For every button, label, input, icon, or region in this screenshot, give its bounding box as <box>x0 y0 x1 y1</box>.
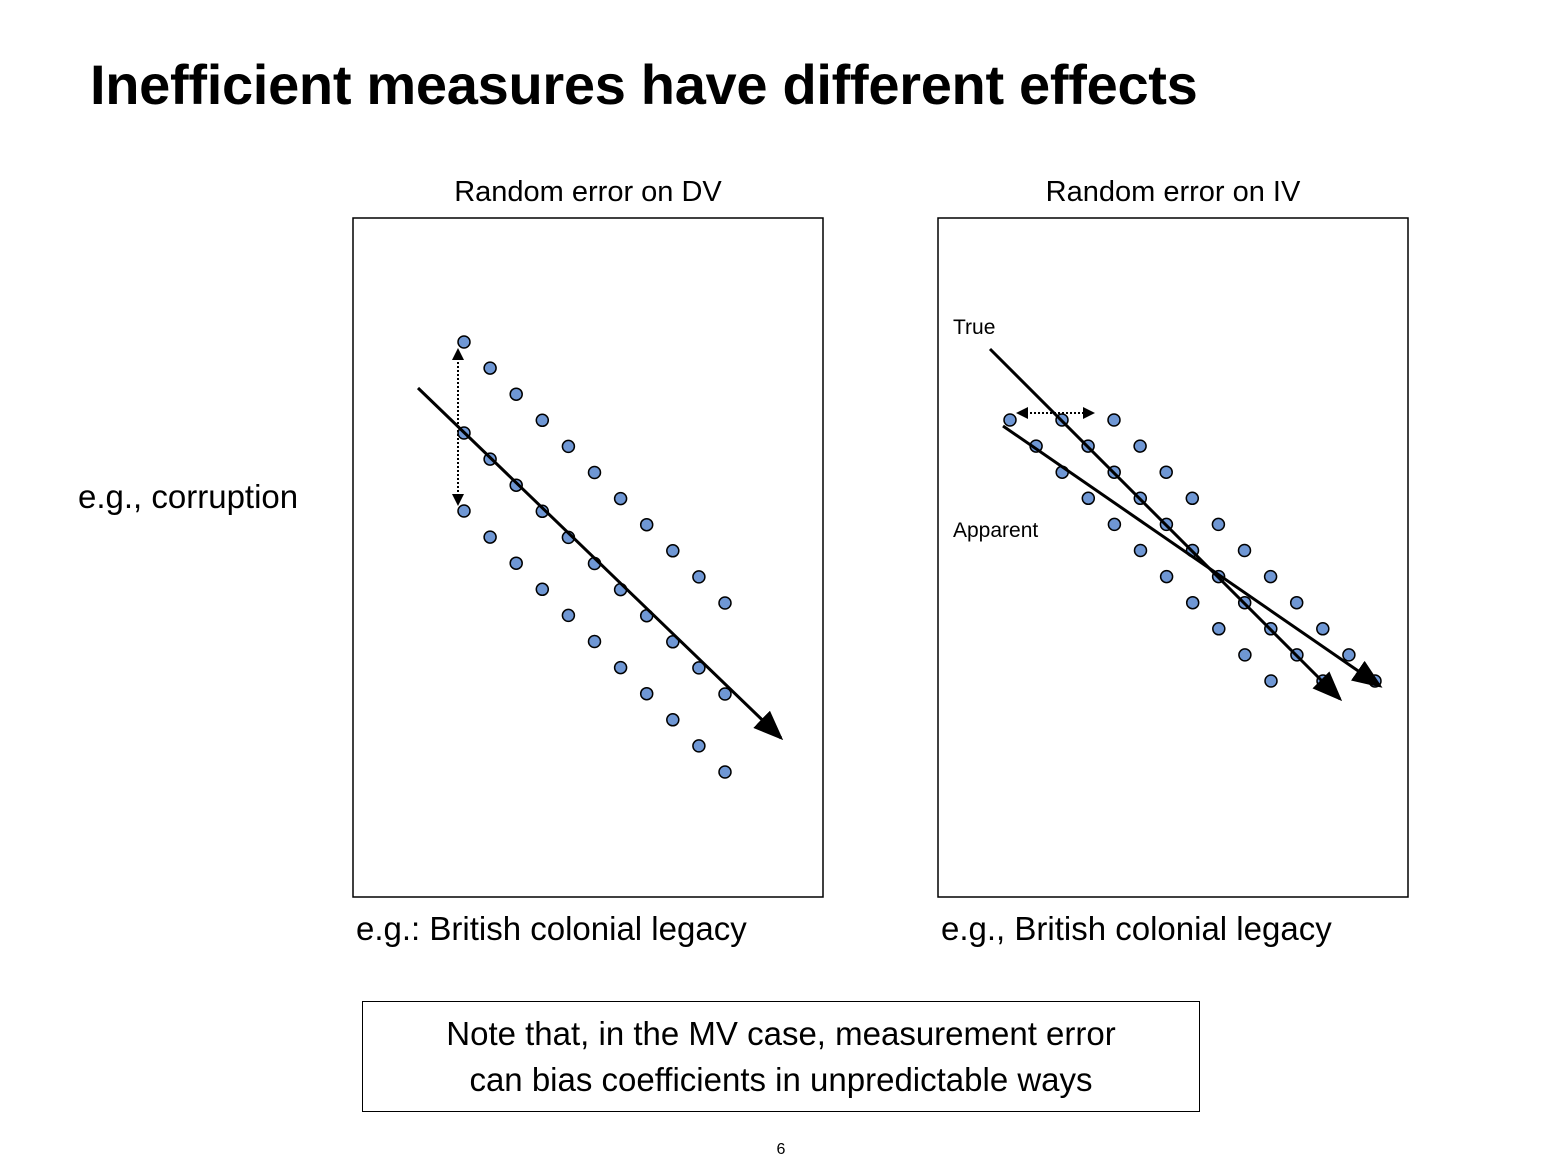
scatter-point <box>666 635 680 649</box>
scatter-point <box>1342 648 1356 662</box>
apparent-line-label: Apparent <box>953 519 1038 542</box>
scatter-point <box>561 608 576 623</box>
scatter-point <box>718 765 732 779</box>
scatter-point <box>1238 648 1252 662</box>
scatter-point <box>718 596 732 610</box>
left-plot-frame <box>352 217 824 898</box>
true-regression-arrow <box>988 347 1343 702</box>
scatter-point <box>666 544 680 558</box>
scatter-point <box>457 335 471 349</box>
scatter-point <box>457 504 471 518</box>
scatter-point <box>483 361 497 375</box>
scatter-point <box>1107 413 1121 427</box>
note-line-2: can bias coefficients in unpredictable w… <box>469 1061 1093 1098</box>
scatter-point <box>1263 569 1278 584</box>
scatter-point <box>535 504 550 519</box>
scatter-point <box>613 660 628 675</box>
scatter-point <box>1212 622 1226 636</box>
scatter-point <box>1289 595 1304 610</box>
scatter-point <box>535 413 550 428</box>
scatter-point <box>509 556 523 570</box>
true-line-label: True <box>953 316 995 339</box>
scatter-point <box>666 713 680 727</box>
scatter-point <box>1316 622 1330 636</box>
scatter-point <box>639 517 654 532</box>
scatter-point <box>1081 491 1096 506</box>
scatter-point <box>1003 413 1017 427</box>
scatter-point <box>692 739 706 753</box>
scatter-point <box>509 478 523 492</box>
scatter-point <box>535 582 550 597</box>
left-scatter-points <box>457 335 732 779</box>
note-line-1: Note that, in the MV case, measurement e… <box>446 1015 1116 1052</box>
scatter-point <box>1264 674 1278 688</box>
scatter-diagrams: True Apparent <box>352 217 1409 898</box>
right-panel-title: Random error on IV <box>1045 176 1301 208</box>
page-number: 6 <box>776 1141 786 1158</box>
left-regression-arrow <box>416 386 784 741</box>
scatter-point <box>561 439 576 454</box>
scatter-point <box>1211 517 1226 532</box>
y-axis-label: e.g., corruption <box>78 478 299 515</box>
scatter-point <box>1133 543 1148 558</box>
scatter-point <box>1159 569 1174 584</box>
scatter-point <box>639 686 654 701</box>
scatter-point <box>1237 543 1252 558</box>
scatter-point <box>718 687 732 701</box>
scatter-point <box>509 387 523 401</box>
scatter-point <box>692 661 706 675</box>
scatter-point <box>613 491 628 506</box>
scatter-point <box>692 570 706 584</box>
scatter-point <box>1185 595 1200 610</box>
note-box: Note that, in the MV case, measurement e… <box>362 1001 1200 1112</box>
scatter-point <box>1159 465 1173 479</box>
scatter-point <box>587 634 602 649</box>
left-x-axis-label: e.g.: British colonial legacy <box>356 910 747 947</box>
apparent-regression-arrow <box>1002 424 1383 688</box>
scatter-point <box>587 465 602 480</box>
right-plot-frame <box>937 217 1409 898</box>
slide-title: Inefficient measures have different effe… <box>90 53 1198 116</box>
right-x-axis-label: e.g., British colonial legacy <box>941 910 1332 947</box>
scatter-point <box>1185 491 1200 506</box>
scatter-point <box>1107 517 1122 532</box>
left-panel-title: Random error on DV <box>454 176 722 208</box>
scatter-point <box>483 530 497 544</box>
scatter-point <box>1133 439 1147 453</box>
